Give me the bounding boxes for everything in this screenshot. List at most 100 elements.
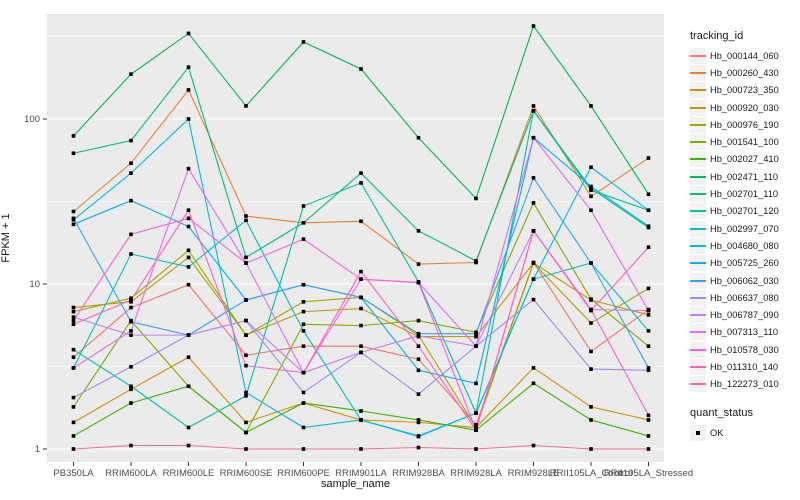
data-point-marker [589, 349, 593, 354]
y-tick-label: 10 [29, 279, 40, 290]
data-point-marker [129, 171, 133, 175]
x-tick-label: RRIM600LE [163, 468, 215, 479]
data-point-marker [646, 366, 651, 370]
legend-key-line-icon [690, 116, 706, 133]
data-point-marker [244, 104, 248, 108]
legend-item-label: Hb_006062_030 [710, 275, 779, 286]
data-point-marker [244, 394, 248, 398]
data-point-marker [301, 309, 306, 314]
x-axis-title: sample_name [320, 478, 391, 490]
data-point-marker [474, 196, 478, 201]
legend-key-line-icon [690, 376, 706, 393]
data-point-marker [244, 298, 248, 302]
data-point-marker [416, 344, 421, 348]
legend-item-label: Hb_000723_350 [710, 85, 779, 96]
data-point-marker [301, 447, 306, 451]
legend-key-line-icon [690, 237, 706, 254]
data-point-marker [646, 418, 651, 422]
legend-item: Hb_006787_090 [690, 306, 798, 324]
data-point-marker [589, 367, 593, 371]
data-point-marker [531, 261, 536, 265]
data-point-marker [129, 401, 133, 405]
legend-item: Hb_001541_100 [690, 133, 798, 151]
x-tick-label: RRII105LA_Control [550, 468, 632, 479]
data-point-marker [71, 134, 76, 138]
data-point-marker [531, 201, 536, 205]
data-point-marker [646, 224, 651, 229]
data-point-marker [244, 390, 248, 395]
legend-item: Hb_011310_140 [690, 358, 798, 375]
x-tick-label: RRIM600SE [220, 468, 273, 479]
data-point-marker [474, 428, 478, 432]
legend-item: Hb_004680_080 [690, 237, 798, 254]
legend-key-line-icon [690, 358, 706, 375]
x-tick-label: RRIM928LE [508, 468, 560, 479]
data-point-marker [646, 245, 651, 250]
data-point-marker [416, 357, 421, 362]
legend-key-line-icon [690, 64, 706, 81]
data-point-marker [186, 265, 191, 269]
legend-item: Hb_006062_030 [690, 272, 798, 289]
data-point-marker [531, 277, 536, 281]
legend: tracking_id Hb_000144_060 Hb_000260_430 Hb… [690, 30, 798, 441]
data-point-marker [71, 347, 76, 352]
data-point-marker [646, 192, 651, 197]
legend-item-label: Hb_001541_100 [710, 137, 779, 148]
data-point-marker [589, 194, 593, 199]
data-point-marker [301, 204, 306, 208]
data-point-marker [186, 384, 191, 389]
legend-item-label: Hb_000260_430 [710, 67, 779, 78]
data-point-marker [129, 333, 133, 337]
data-point-marker [359, 295, 363, 300]
data-point-marker [244, 447, 248, 451]
legend-item-label: Hb_006637_080 [710, 292, 779, 303]
legend-item: Hb_002997_070 [690, 220, 798, 237]
data-point-marker [244, 420, 248, 425]
data-point-marker [244, 318, 248, 323]
data-point-marker [474, 344, 478, 348]
legend-key-line-icon [690, 220, 706, 237]
data-point-marker [301, 300, 306, 304]
data-point-marker [129, 198, 133, 203]
legend-item-label: Hb_004680_080 [710, 240, 779, 251]
data-point-marker [589, 418, 593, 422]
data-point-marker [186, 31, 191, 36]
data-point-marker [186, 282, 191, 287]
data-point-marker [646, 447, 651, 451]
data-point-marker [71, 151, 76, 156]
data-point-marker [531, 297, 536, 302]
data-point-marker [359, 418, 363, 422]
data-point-marker [474, 334, 478, 339]
data-point-marker [71, 309, 76, 314]
legend-item-label: Hb_002701_110 [710, 189, 779, 200]
data-point-marker [416, 418, 421, 422]
data-point-marker [359, 306, 363, 311]
data-point-marker [646, 413, 651, 418]
data-point-marker [474, 423, 478, 427]
legend-item: Hb_122273_010 [690, 376, 798, 393]
legend-item-label: Hb_000976_190 [710, 119, 779, 130]
data-point-marker [359, 181, 363, 185]
data-point-marker [589, 405, 593, 409]
legend-item-label: Hb_007313_110 [710, 327, 779, 338]
legend-key-line-icon [690, 307, 706, 324]
data-point-marker [71, 355, 76, 360]
data-point-marker [589, 308, 593, 313]
data-point-marker [646, 286, 651, 291]
data-point-marker [129, 384, 133, 389]
data-point-marker [301, 390, 306, 395]
data-point-marker [359, 269, 363, 274]
data-point-marker [71, 322, 76, 327]
x-tick-label: RRIM928LA [450, 468, 502, 479]
data-point-marker [301, 344, 306, 348]
legend-item-label: Hb_122273_010 [710, 379, 779, 390]
data-point-marker [71, 209, 76, 214]
x-tick-label: PB350LA [53, 468, 94, 479]
data-point-marker [646, 434, 651, 438]
legend-item-label: Hb_010578_030 [710, 344, 779, 355]
data-point-marker [129, 443, 133, 448]
data-point-marker [129, 232, 133, 237]
data-point-marker [71, 366, 76, 370]
data-point-marker [129, 305, 133, 310]
data-point-marker [646, 208, 651, 213]
